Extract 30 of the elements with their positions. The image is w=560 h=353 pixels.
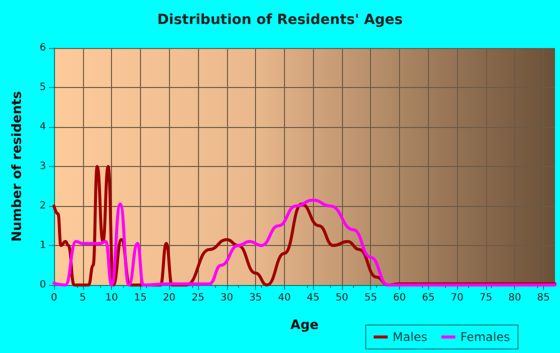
- x-tick-label: 30: [220, 292, 234, 304]
- x-tick-label: 80: [508, 292, 522, 304]
- x-axis-title: Age: [290, 318, 319, 333]
- y-tick-label: 0: [40, 280, 46, 290]
- y-axis-title: Number of residents: [10, 90, 25, 242]
- legend-label: Females: [460, 330, 510, 344]
- x-tick-label: 65: [422, 292, 435, 304]
- legend-label: Males: [392, 330, 428, 344]
- x-tick-label: 60: [393, 292, 406, 304]
- y-tick-label: 4: [40, 122, 46, 132]
- x-tick-label: 20: [162, 292, 176, 304]
- x-tick-label: 45: [306, 292, 320, 304]
- x-tick-label: 85: [537, 292, 550, 304]
- y-tick-label: 2: [40, 200, 46, 212]
- y-tick-label: 3: [40, 161, 46, 172]
- x-tick-label: 5: [80, 292, 86, 304]
- x-tick-label: 70: [450, 292, 464, 304]
- x-tick-label: 35: [249, 292, 262, 304]
- y-tick-label: 1: [40, 240, 46, 251]
- x-tick-label: 75: [480, 292, 492, 304]
- x-tick-label: 0: [50, 292, 58, 304]
- y-tick-label: 5: [40, 82, 46, 93]
- y-tick-label: 6: [40, 42, 46, 54]
- x-tick-label: 55: [364, 292, 378, 304]
- chart-title: Distribution of Residents' Ages: [157, 12, 403, 28]
- x-tick-label: 10: [105, 292, 118, 304]
- x-tick-label: 15: [134, 292, 147, 304]
- x-tick-label: 50: [336, 292, 348, 304]
- x-tick-label: 25: [192, 292, 204, 304]
- x-tick-label: 40: [278, 292, 291, 304]
